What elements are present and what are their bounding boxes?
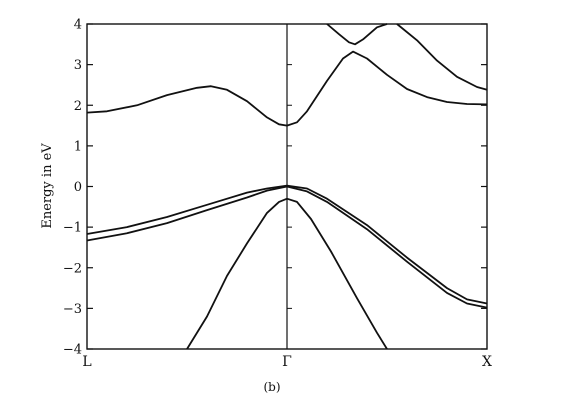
y-tick-label: 1 [74, 139, 82, 154]
band-lines [86, 23, 488, 350]
y-tick-label: −1 [63, 221, 82, 236]
band-line [186, 197, 388, 350]
y-tick-label: 4 [74, 18, 82, 33]
band-line [86, 184, 488, 305]
y-tick-label: 2 [74, 99, 82, 114]
band-line [86, 185, 488, 309]
band-line [326, 23, 388, 46]
x-tick-label: L [82, 354, 91, 370]
band-line [86, 50, 488, 127]
x-tick-label: X [482, 354, 492, 370]
y-axis-title: Energy in eV [40, 143, 55, 229]
y-tick-label: −3 [63, 302, 82, 317]
axis-ticks: −4 −3 −2 −1 0 1 2 3 4 L Γ X [63, 18, 492, 371]
y-tick-label: −2 [63, 261, 82, 276]
figure-caption: (b) [263, 380, 280, 394]
x-tick-label: Γ [282, 354, 292, 370]
y-tick-label: 3 [74, 58, 82, 73]
band-line [396, 23, 488, 91]
y-tick-label: −4 [63, 343, 82, 358]
y-tick-label: 0 [74, 180, 82, 195]
